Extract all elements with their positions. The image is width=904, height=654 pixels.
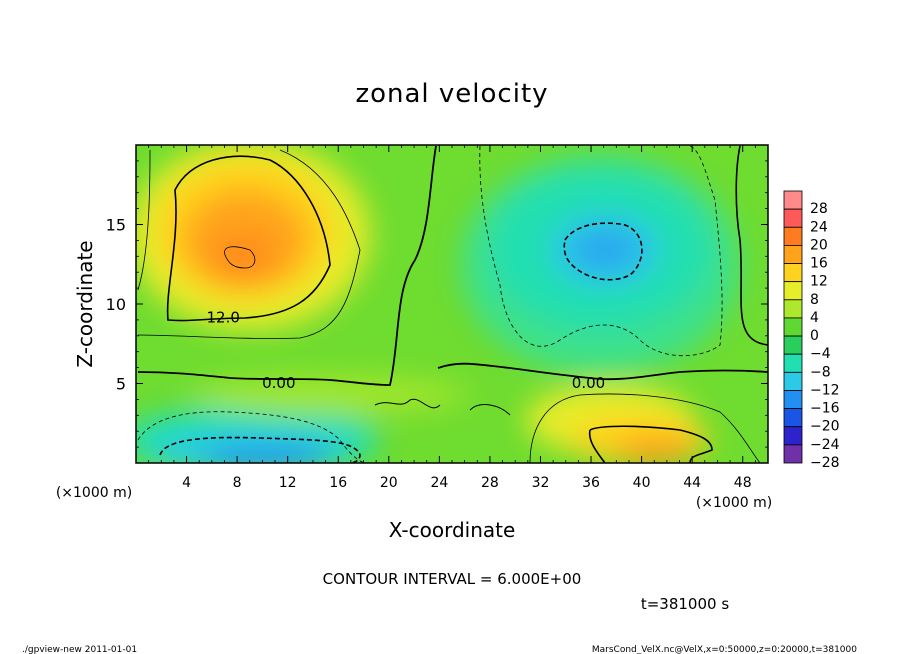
colorbar-label: −8 <box>810 364 831 380</box>
contour-interval: CONTOUR INTERVAL = 6.000E+00 <box>323 570 582 588</box>
colorbar-cell <box>783 426 803 446</box>
contour-6 <box>137 149 361 339</box>
contour-zero-mid <box>374 398 511 416</box>
contour-label: 0.00 <box>572 374 605 392</box>
colorbar-cell <box>783 408 803 428</box>
colorbar-label: −24 <box>810 437 840 453</box>
y-tick-label: 15 <box>106 216 126 235</box>
colorbar-cell <box>783 244 803 264</box>
colorbar-cell <box>783 281 803 301</box>
time-label: t=381000 s <box>641 595 729 613</box>
x-tick-label: 44 <box>683 475 701 491</box>
colorbar-cell <box>783 263 803 283</box>
colorbar-cell <box>783 190 803 210</box>
y-tick-label: 5 <box>116 375 126 394</box>
colorbar-cell <box>783 317 803 337</box>
x-axis-ticks: 4 8 12 16 20 24 28 32 36 40 44 48 <box>148 145 756 491</box>
colorbar-label: −16 <box>810 401 840 417</box>
contour-neg6-right <box>479 145 723 357</box>
footer-right: MarsCond_VelX.nc@VelX,x=0:50000,z=0:2000… <box>592 645 857 654</box>
colorbar-label: 8 <box>810 292 819 308</box>
x-tick-label: 8 <box>233 475 242 491</box>
chart-title: zonal velocity <box>355 79 548 109</box>
contour-neg6-bottom <box>137 411 366 463</box>
x-tick-label: 4 <box>182 475 191 491</box>
colorbar-label: 28 <box>810 201 828 217</box>
x-tick-label: 32 <box>532 475 550 491</box>
contour-6-bottom <box>529 393 761 463</box>
x-tick-label: 20 <box>380 475 398 491</box>
x-unit-label: (×1000 m) <box>696 495 772 511</box>
x-tick-label: 24 <box>430 475 448 491</box>
colorbar-cell <box>783 371 803 391</box>
colorbar-cell <box>783 353 803 373</box>
contour-label: 0.00 <box>262 374 295 392</box>
y-axis-ticks: 5 10 15 <box>106 160 768 448</box>
contour-18 <box>224 246 256 269</box>
contour-12-bottom <box>588 425 713 463</box>
x-tick-label: 16 <box>329 475 347 491</box>
colorbar-label: 0 <box>810 328 819 344</box>
colorbar-label: 16 <box>810 256 828 272</box>
colorbar: 28 24 20 16 12 8 4 0 −4 −8 −12 −16 −20 −24 −28 <box>783 190 840 471</box>
colorbar-label: 20 <box>810 237 828 253</box>
colorbar-label: −4 <box>810 346 831 362</box>
x-tick-label: 40 <box>633 475 651 491</box>
contour-zero-right-top <box>735 145 768 346</box>
colorbar-label: 24 <box>810 219 828 235</box>
colorbar-label: −20 <box>810 419 840 435</box>
colorbar-label: −28 <box>810 455 840 471</box>
x-tick-label: 12 <box>279 475 297 491</box>
y-axis-label: Z-coordinate <box>73 240 97 367</box>
contour-12 <box>166 155 331 322</box>
colorbar-cell <box>783 226 803 246</box>
colorbar-cell <box>783 390 803 410</box>
x-axis-label: X-coordinate <box>389 518 516 542</box>
colorbar-label: −12 <box>810 382 840 398</box>
x-tick-label: 48 <box>734 475 752 491</box>
contour-neg12-right <box>563 222 643 281</box>
colorbar-cell <box>783 208 803 228</box>
x-tick-label: 28 <box>481 475 499 491</box>
y-tick-label: 10 <box>106 295 126 314</box>
heatmap-field <box>136 145 768 463</box>
colorbar-label: 4 <box>810 310 819 326</box>
colorbar-cell <box>783 299 803 319</box>
contour-label: 12.0 <box>207 309 240 327</box>
contour-zero-left <box>137 145 437 386</box>
colorbar-cell <box>783 444 803 464</box>
x-tick-label: 36 <box>582 475 600 491</box>
footer-left: ./gpview-new 2011-01-01 <box>22 645 137 654</box>
contour-labels: 12.0 0.00 0.00 <box>207 309 606 392</box>
colorbar-label: 12 <box>810 274 828 290</box>
contour-neg12-bottom <box>159 436 361 463</box>
y-unit-label: (×1000 m) <box>56 485 132 501</box>
colorbar-cell <box>783 335 803 355</box>
contour-zero-right <box>437 362 768 381</box>
